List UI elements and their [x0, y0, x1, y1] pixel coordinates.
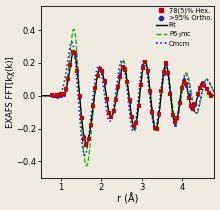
- Legend: 78(5)% Hex., >95% Ortho., Fit, P6$_3$mc, Cmcm: 78(5)% Hex., >95% Ortho., Fit, P6$_3$mc,…: [156, 7, 213, 47]
- Y-axis label: EXAFS FFT[kχ(k)]: EXAFS FFT[kχ(k)]: [6, 56, 15, 127]
- X-axis label: r (Å): r (Å): [117, 193, 138, 205]
